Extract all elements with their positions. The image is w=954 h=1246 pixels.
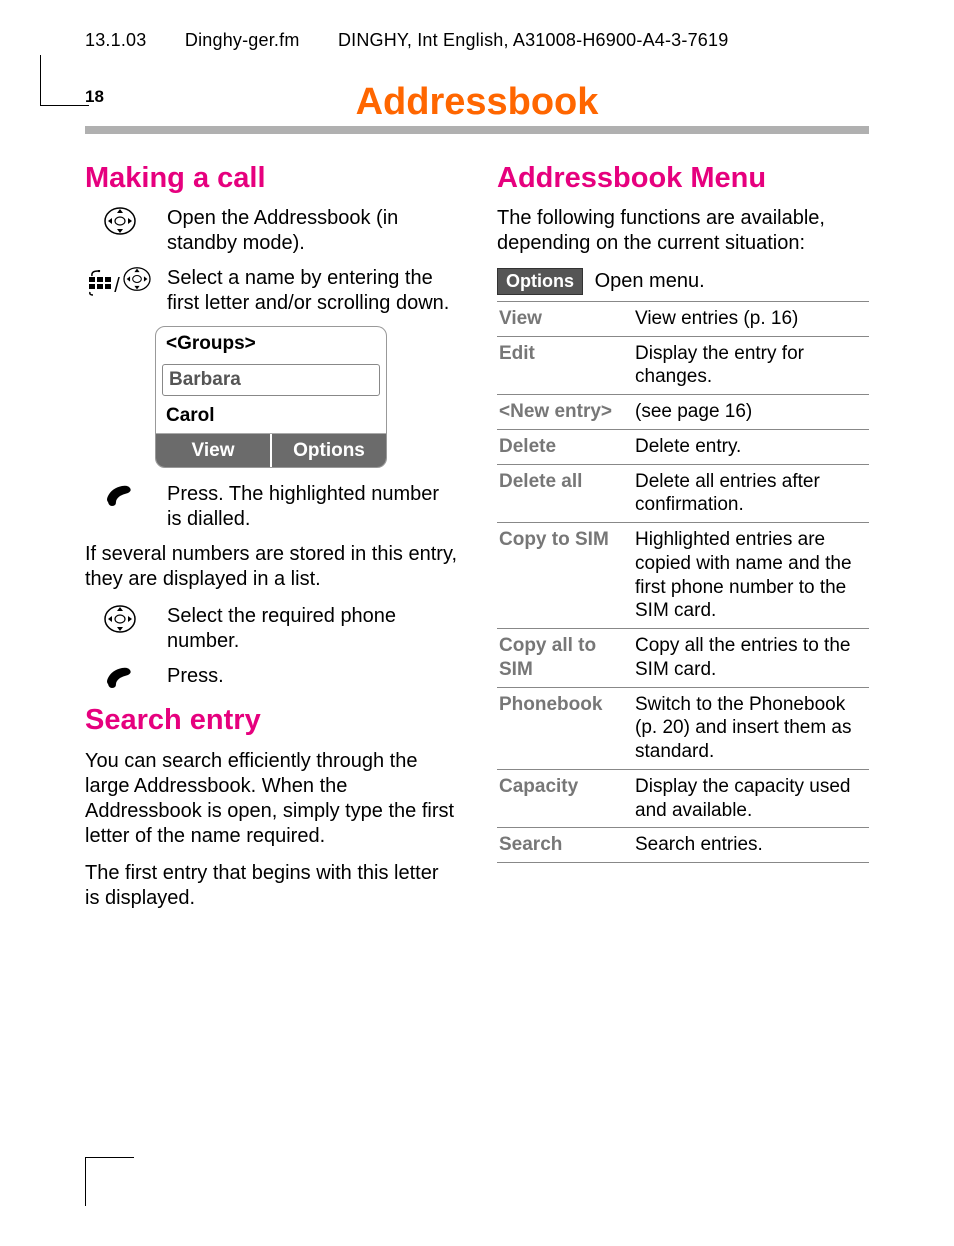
body-paragraph: The first entry that begins with this le…: [85, 861, 457, 911]
menu-row-key: Copy all to SIM: [497, 629, 633, 688]
instruction-row: Press.: [85, 664, 457, 692]
body-columns: Making a call Open the Addressbook (in s…: [85, 152, 869, 923]
instruction-row: Select the required phone number.: [85, 604, 457, 654]
menu-row-value: View entries (p. 16): [633, 301, 869, 336]
menu-row-value: (see page 16): [633, 395, 869, 430]
menu-row: DeleteDelete entry.: [497, 429, 869, 464]
menu-row-value: Switch to the Phonebook (p. 20) and inse…: [633, 687, 869, 769]
instruction-text: Select a name by entering the first lett…: [167, 266, 457, 316]
menu-row-key: Phonebook: [497, 687, 633, 769]
menu-row: Copy all to SIMCopy all the entries to t…: [497, 629, 869, 688]
menu-row: ViewView entries (p. 16): [497, 301, 869, 336]
screen-softkeys: View Options: [156, 433, 386, 468]
menu-row: <New entry>(see page 16): [497, 395, 869, 430]
body-paragraph: If several numbers are stored in this en…: [85, 542, 457, 592]
options-text: Open menu.: [595, 270, 705, 292]
page-title: Addressbook: [85, 81, 869, 124]
menu-row-key: <New entry>: [497, 395, 633, 430]
softkey-view: View: [156, 434, 272, 468]
menu-row-key: Edit: [497, 336, 633, 395]
page-number: 18: [85, 87, 104, 107]
header-doc-id: DINGHY, Int English, A31008-H6900-A4-3-7…: [338, 30, 729, 51]
left-column: Making a call Open the Addressbook (in s…: [85, 152, 457, 923]
keypad-nav-icon: /: [85, 266, 155, 316]
title-underline: [85, 126, 869, 134]
options-line: Options Open menu.: [497, 268, 869, 295]
menu-row-key: Search: [497, 828, 633, 863]
header-date: 13.1.03: [85, 30, 146, 51]
menu-row: Delete allDelete all entries after confi…: [497, 464, 869, 523]
manual-page: 13.1.03 Dinghy-ger.fm DINGHY, Int Englis…: [0, 0, 954, 1246]
menu-row-value: Display the capacity used and available.: [633, 769, 869, 828]
crop-mark-top: [40, 55, 89, 106]
menu-row: EditDisplay the entry for changes.: [497, 336, 869, 395]
menu-row-key: Copy to SIM: [497, 523, 633, 629]
instruction-row: Press. The highlighted number is dialled…: [85, 482, 457, 532]
section-addressbook-menu: Addressbook Menu: [497, 160, 869, 196]
instruction-text: Select the required phone number.: [167, 604, 457, 654]
title-row: 18 Addressbook: [85, 81, 869, 134]
instruction-row: Open the Addressbook (in standby mode).: [85, 206, 457, 256]
doc-header: 13.1.03 Dinghy-ger.fm DINGHY, Int Englis…: [85, 30, 869, 51]
menu-row: PhonebookSwitch to the Phonebook (p. 20)…: [497, 687, 869, 769]
menu-row-value: Copy all the entries to the SIM card.: [633, 629, 869, 688]
menu-row-key: View: [497, 301, 633, 336]
body-paragraph: You can search efficiently through the l…: [85, 749, 457, 849]
screen-row: Carol: [156, 399, 386, 433]
instruction-text: Press. The highlighted number is dialled…: [167, 482, 457, 532]
section-making-a-call: Making a call: [85, 160, 457, 196]
menu-row: CapacityDisplay the capacity used and av…: [497, 769, 869, 828]
menu-row: Copy to SIMHighlighted entries are copie…: [497, 523, 869, 629]
instruction-text: Press.: [167, 664, 457, 692]
instruction-text: Open the Addressbook (in standby mode).: [167, 206, 457, 256]
menu-row-value: Delete all entries after confirmation.: [633, 464, 869, 523]
menu-row-key: Capacity: [497, 769, 633, 828]
softkey-options: Options: [272, 434, 386, 468]
phone-screen-mock: <Groups> Barbara Carol View Options: [155, 326, 387, 468]
menu-row-value: Delete entry.: [633, 429, 869, 464]
nav-key-icon: [85, 604, 155, 654]
options-menu-table: ViewView entries (p. 16)EditDisplay the …: [497, 301, 869, 863]
menu-row-key: Delete: [497, 429, 633, 464]
section-search-entry: Search entry: [85, 702, 457, 738]
menu-row-value: Highlighted entries are copied with name…: [633, 523, 869, 629]
menu-row-key: Delete all: [497, 464, 633, 523]
menu-row-value: Display the entry for changes.: [633, 336, 869, 395]
instruction-row: / Select a name by entering the first le…: [85, 266, 457, 316]
intro-paragraph: The following functions are available, d…: [497, 206, 869, 256]
header-filename: Dinghy-ger.fm: [185, 30, 300, 51]
menu-row: SearchSearch entries.: [497, 828, 869, 863]
right-column: Addressbook Menu The following functions…: [497, 152, 869, 923]
menu-row-value: Search entries.: [633, 828, 869, 863]
call-key-icon: [85, 664, 155, 692]
screen-row-selected: Barbara: [162, 364, 380, 396]
crop-mark-bottom: [85, 1157, 134, 1206]
call-key-icon: [85, 482, 155, 532]
options-pill: Options: [497, 268, 583, 295]
nav-key-icon: [85, 206, 155, 256]
screen-row-groups: <Groups>: [156, 327, 386, 361]
